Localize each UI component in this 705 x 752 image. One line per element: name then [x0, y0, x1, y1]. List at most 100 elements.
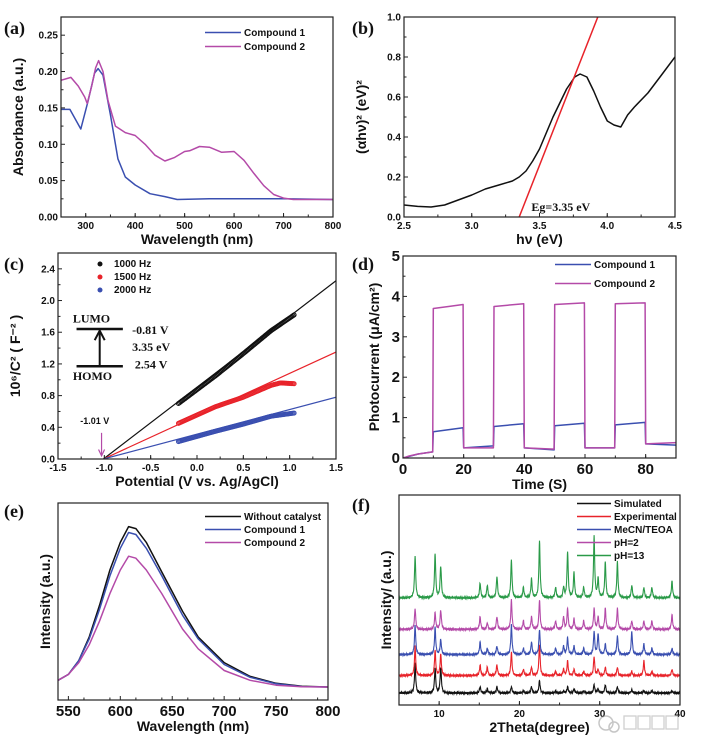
y-tick-label: 0.4 — [41, 423, 55, 434]
y-axis-label: 10⁶/C² ( F⁻² ) — [7, 315, 23, 397]
x-tick-label: 80 — [637, 461, 654, 478]
x-tick-label: 0.0 — [190, 463, 204, 474]
watermark-glyph — [651, 715, 665, 730]
watermark-glyph — [665, 715, 679, 730]
legend-label: Simulated — [614, 499, 662, 510]
chart-panel-f: 10 20 30 40 2Theta(degree) Intensity/ (a.u.) (… — [352, 494, 686, 735]
legend-label: 1000 Hz — [114, 259, 151, 270]
x-tick-label: 550 — [56, 703, 81, 720]
x-tick-label: 3.5 — [533, 221, 547, 232]
legend-label: pH=2 — [614, 538, 639, 549]
x-tick-label: 40 — [516, 461, 533, 478]
x-tick-label: 1.5 — [329, 463, 343, 474]
y-tick-label: 0.05 — [39, 176, 59, 187]
y-axis-label: Intensity/ (a.u.) — [378, 551, 394, 650]
y-tick-label: 0.25 — [39, 31, 59, 42]
x-tick-label: 300 — [77, 221, 94, 232]
x-axis-label: Wavelength (nm) — [137, 718, 249, 734]
x-tick-label: 60 — [577, 461, 594, 478]
y-tick-label: 0.4 — [387, 133, 401, 144]
plot-frame — [60, 16, 334, 218]
watermark-glyph — [623, 715, 637, 730]
series-line-mecn-teoa — [399, 624, 680, 658]
legend-label: Compound 1 — [244, 525, 306, 536]
lumo-label: LUMO — [73, 312, 110, 326]
y-tick-label: 0.0 — [387, 213, 401, 224]
watermark-logo — [598, 715, 679, 733]
plot-area — [399, 535, 680, 696]
series-line-experimental — [399, 644, 680, 679]
x-tick-label: 2.5 — [397, 221, 411, 232]
x-tick-label: 500 — [176, 221, 193, 232]
series-line-compound-1 — [61, 67, 333, 201]
legend-marker — [97, 287, 103, 293]
y-tick-label: 2.0 — [41, 296, 55, 307]
y-tick-label: 1.0 — [387, 13, 401, 24]
chart-panel-c: -1.5 -1.0 -0.5 0.0 0.5 1.0 1.5 0.0 0.4 0.8 1.2 1.6 2… — [4, 252, 343, 489]
y-tick-label: 0.15 — [39, 103, 59, 114]
x-tick-label: 600 — [226, 221, 243, 232]
plot-frame — [57, 502, 329, 701]
y-tick-label: 2 — [392, 369, 400, 386]
x-tick-label: 20 — [455, 461, 472, 478]
plot-area — [403, 302, 676, 458]
legend-label: Compound 2 — [244, 42, 306, 53]
homo-value: 2.54 V — [135, 358, 168, 372]
chart-panel-b: 2.5 3.0 3.5 4.0 4.5 0.0 0.2 0.4 0.6 0.8 1.0 hν (eV)… — [352, 13, 682, 248]
data-point — [291, 410, 297, 416]
y-tick-label: 3 — [392, 329, 400, 346]
y-tick-label: 1 — [392, 410, 400, 427]
watermark-glyph — [637, 715, 651, 730]
x-tick-label: 30 — [594, 709, 606, 720]
legend-label: MeCN/TEOA — [614, 525, 673, 536]
panel-label: (b) — [352, 18, 374, 39]
legend-marker — [97, 274, 103, 280]
series-line-compound-1 — [58, 531, 328, 688]
chart-panel-a: 300 400 500 600 700 800 0.00 0.05 0.10 0.15 0.20 0.… — [4, 16, 342, 247]
x-axis-label: hν (eV) — [516, 231, 563, 247]
data-line — [404, 56, 675, 208]
plot-area — [404, 17, 675, 217]
legend-label: 1500 Hz — [114, 272, 151, 283]
plot-area — [58, 525, 328, 688]
x-tick-label: 800 — [315, 703, 340, 720]
x-tick-label: 40 — [674, 709, 686, 720]
y-tick-label: 1.2 — [41, 359, 55, 370]
y-tick-label: 0.10 — [39, 140, 59, 151]
plot-frame — [403, 16, 676, 218]
series-line-ph-13 — [399, 535, 680, 601]
y-tick-label: 0.0 — [41, 455, 55, 466]
y-tick-label: 2.4 — [41, 264, 55, 275]
x-tick-label: 650 — [160, 703, 185, 720]
y-axis-label: (αhν)² (eV)² — [353, 80, 369, 154]
data-point — [291, 312, 297, 318]
x-tick-label: 700 — [212, 703, 237, 720]
series-line-ph-2 — [399, 598, 680, 633]
x-axis-label: 2Theta(degree) — [489, 719, 589, 735]
x-tick-label: 1.0 — [283, 463, 297, 474]
wechat-icon-bubble — [608, 721, 620, 733]
panel-label: (c) — [4, 254, 24, 275]
x-tick-label: 800 — [325, 221, 342, 232]
series-line-compound-1 — [403, 421, 676, 458]
y-tick-label: 0.20 — [39, 67, 59, 78]
x-tick-label: 4.5 — [668, 221, 682, 232]
legend-marker — [97, 261, 103, 267]
gap-value: 3.35 eV — [132, 340, 170, 354]
plot-area — [103, 280, 336, 459]
legend-label: Without catalyst — [244, 512, 322, 523]
legend-label: 2000 Hz — [114, 285, 151, 296]
panel-label: (e) — [4, 501, 24, 522]
x-tick-label: -1.5 — [49, 463, 67, 474]
y-tick-label: 0 — [392, 450, 400, 467]
legend-label: Compound 2 — [594, 279, 656, 290]
fit-line — [518, 17, 599, 217]
y-tick-label: 0.6 — [387, 93, 401, 104]
wechat-icon — [598, 715, 614, 731]
x-tick-label: 4.0 — [600, 221, 614, 232]
x-tick-label: -1.0 — [96, 463, 114, 474]
x-tick-label: 700 — [275, 221, 292, 232]
chart-panel-e: 550 600 650 700 750 800 Wavelength (nm) Intensi… — [4, 501, 341, 734]
y-tick-label: 0.2 — [387, 173, 401, 184]
